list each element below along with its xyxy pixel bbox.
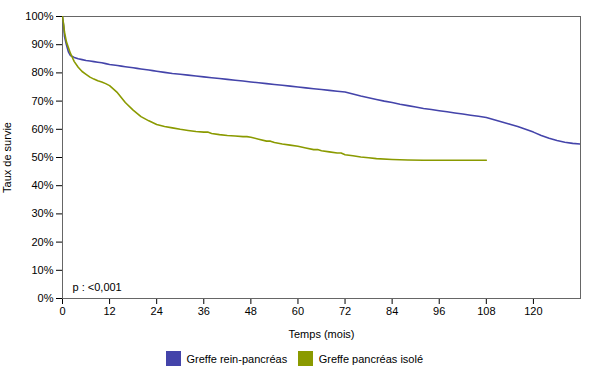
svg-text:84: 84	[386, 305, 398, 317]
svg-text:Temps (mois): Temps (mois)	[288, 328, 354, 340]
svg-text:p : <0,001: p : <0,001	[73, 281, 122, 293]
svg-text:10%: 10%	[31, 264, 53, 276]
svg-text:72: 72	[339, 305, 351, 317]
svg-text:20%: 20%	[31, 236, 53, 248]
svg-text:100%: 100%	[25, 10, 53, 22]
svg-text:24: 24	[151, 305, 163, 317]
svg-text:60: 60	[292, 305, 304, 317]
svg-text:Taux de survie: Taux de survie	[1, 122, 13, 193]
svg-text:0%: 0%	[38, 292, 54, 304]
html-text:Greffe pancréas isolé: Greffe pancréas isolé	[318, 352, 423, 365]
svg-text:30%: 30%	[31, 207, 53, 219]
svg-text:36: 36	[198, 305, 210, 317]
svg-text:90%: 90%	[31, 38, 53, 50]
svg-text:60%: 60%	[31, 123, 53, 135]
svg-text:48: 48	[245, 305, 257, 317]
svg-text:96: 96	[433, 305, 445, 317]
svg-text:80%: 80%	[31, 66, 53, 78]
svg-text:50%: 50%	[31, 151, 53, 163]
svg-text:40%: 40%	[31, 179, 53, 191]
html-text:Greffe rein-pancréas: Greffe rein-pancréas	[186, 352, 288, 365]
svg-text:70%: 70%	[31, 95, 53, 107]
svg-text:0: 0	[59, 305, 65, 317]
svg-text:120: 120	[524, 305, 542, 317]
svg-text:108: 108	[477, 305, 495, 317]
svg-text:12: 12	[103, 305, 115, 317]
